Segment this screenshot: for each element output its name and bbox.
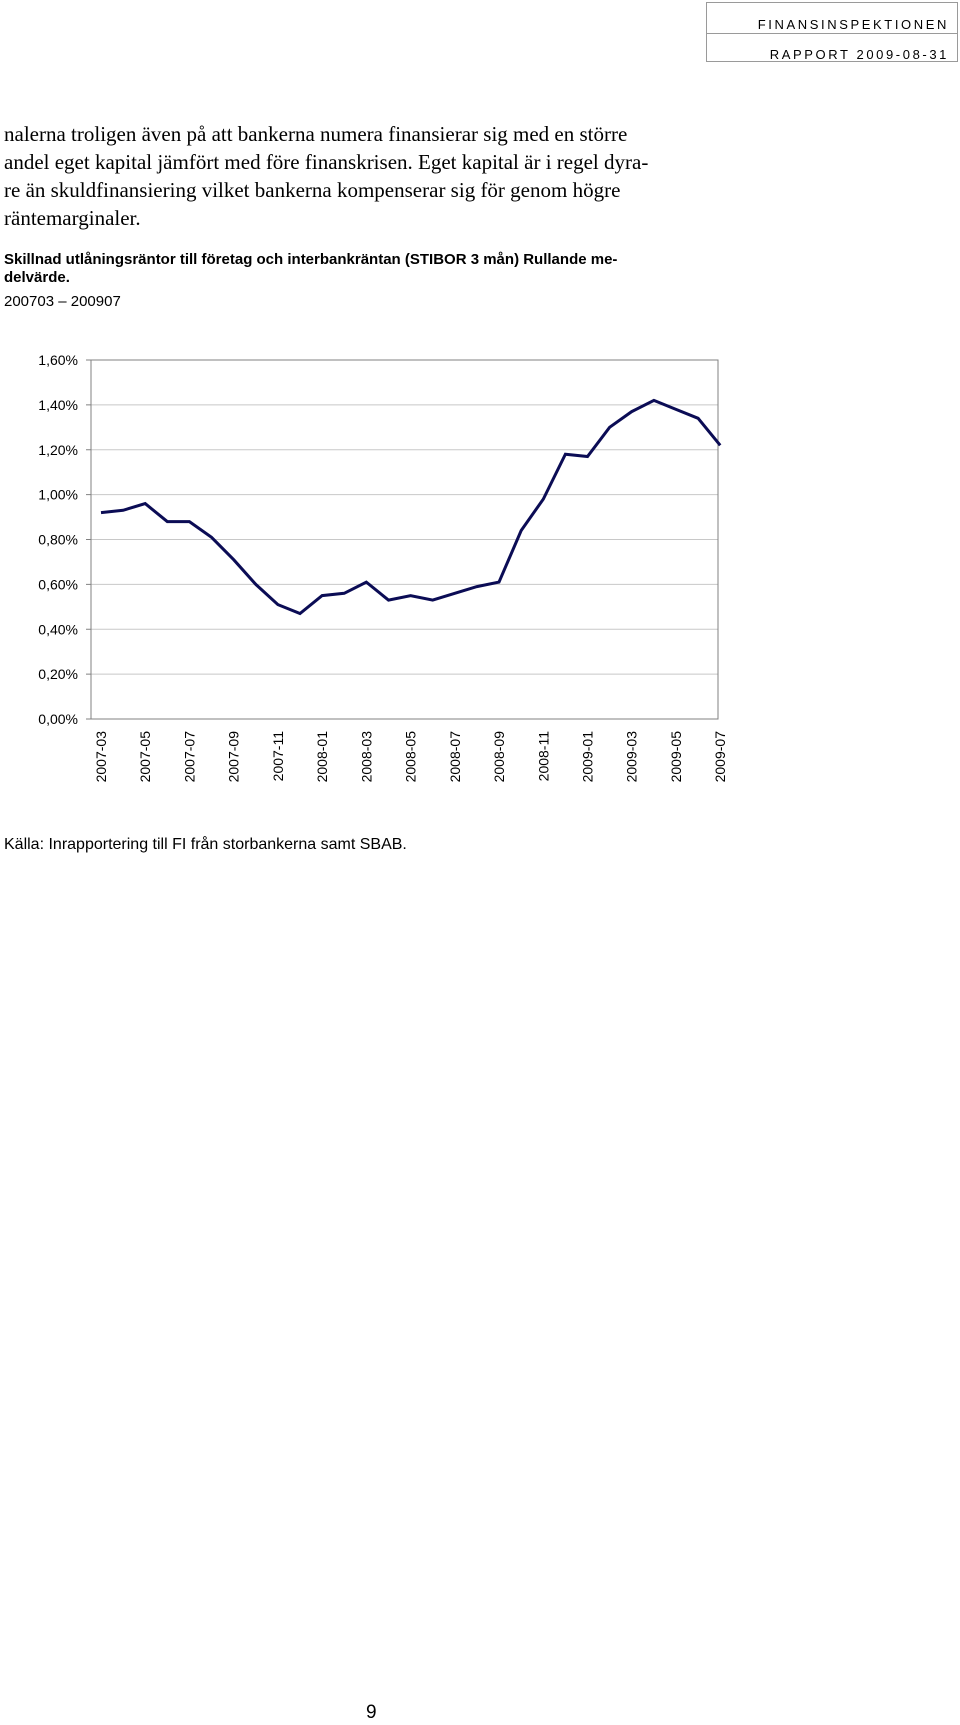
- figure-source: Källa: Inrapportering till FI från storb…: [4, 836, 407, 853]
- body-paragraph: nalerna troligen även på att bankerna nu…: [4, 120, 734, 232]
- x-tick-label: 2008-09: [491, 731, 507, 783]
- figure-title-line: Skillnad utlåningsräntor till företag oc…: [4, 251, 618, 268]
- x-tick-label: 2008-03: [358, 731, 374, 783]
- x-tick-label: 2007-07: [181, 731, 197, 783]
- report-date: RAPPORT 2009-08-31: [769, 47, 949, 62]
- y-tick-label: 1,60%: [38, 352, 78, 368]
- organization-name: FINANSINSPEKTIONEN: [757, 17, 949, 32]
- figure-title-line: delvärde.: [4, 269, 70, 286]
- y-tick-label: 1,00%: [38, 487, 78, 503]
- x-tick-label: 2009-01: [580, 731, 596, 783]
- header-divider: [707, 33, 957, 34]
- figure-period: 200703 – 200907: [4, 293, 121, 310]
- x-tick-label: 2009-07: [712, 731, 728, 783]
- y-tick-label: 0,00%: [38, 711, 78, 727]
- x-tick-label: 2009-03: [624, 731, 640, 783]
- figure-title: Skillnad utlåningsräntor till företag oc…: [4, 251, 734, 287]
- y-tick-label: 0,80%: [38, 532, 78, 548]
- body-line: nalerna troligen även på att bankerna nu…: [4, 122, 628, 146]
- y-tick-label: 1,20%: [38, 442, 78, 458]
- x-tick-label: 2007-05: [137, 731, 153, 783]
- body-line: re än skuldfinansiering vilket bankerna …: [4, 178, 621, 202]
- page-number: 9: [366, 1702, 377, 1723]
- x-tick-label: 2008-05: [403, 731, 419, 783]
- report-header: FINANSINSPEKTIONEN RAPPORT 2009-08-31: [706, 2, 958, 62]
- y-tick-label: 0,40%: [38, 621, 78, 637]
- y-tick-label: 0,60%: [38, 576, 78, 592]
- x-tick-label: 2008-01: [314, 731, 330, 783]
- x-tick-label: 2009-05: [668, 731, 684, 783]
- x-tick-label: 2007-11: [270, 731, 286, 782]
- x-tick-label: 2007-09: [226, 731, 242, 783]
- data-series-line: [100, 398, 722, 616]
- x-tick-label: 2008-11: [535, 731, 551, 782]
- body-line: räntemarginaler.: [4, 206, 141, 230]
- y-tick-label: 1,40%: [38, 397, 78, 413]
- plot-area-border: [90, 359, 719, 720]
- x-tick-label: 2007-03: [93, 731, 109, 783]
- x-tick-label: 2008-07: [447, 731, 463, 783]
- y-tick-label: 0,20%: [38, 666, 78, 682]
- line-chart: 0,00% 0,20% 0,40% 0,60% 0,80% 1,00% 1,20% 1,40%…: [38, 352, 728, 783]
- body-line: andel eget kapital jämfört med före fina…: [4, 150, 649, 174]
